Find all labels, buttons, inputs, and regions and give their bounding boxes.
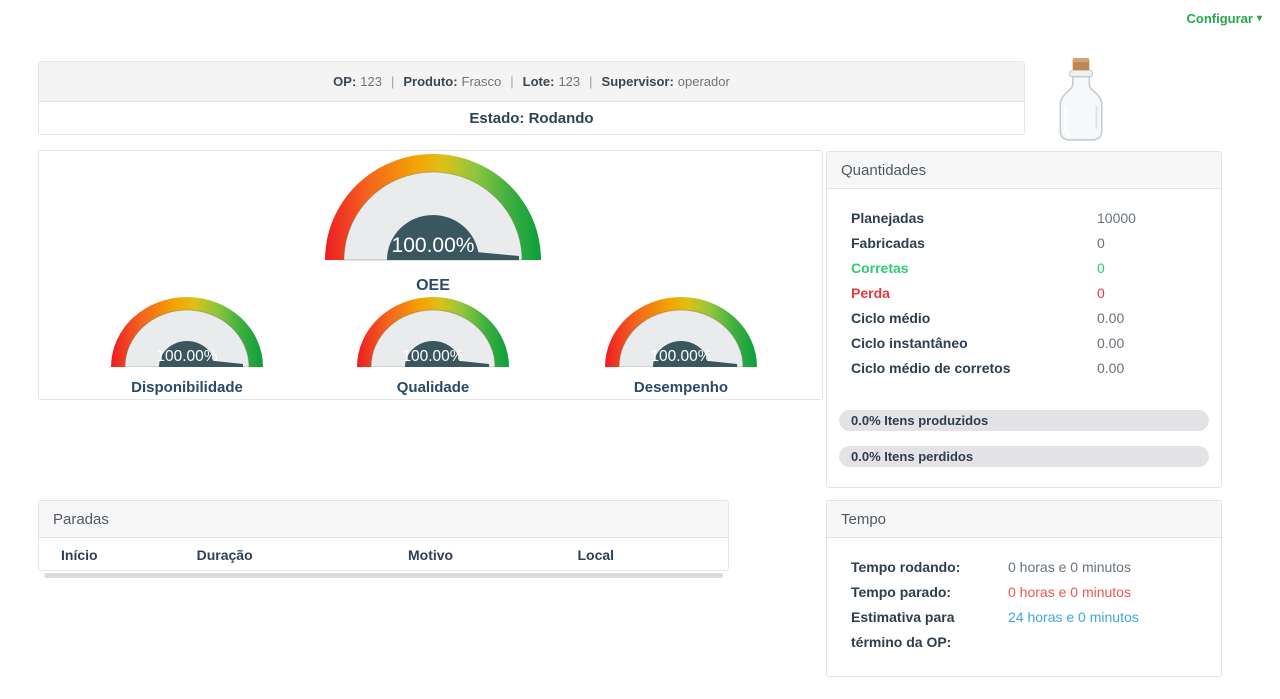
- disponibilidade-gauge: 100.00% Disponibilidade: [109, 295, 265, 396]
- column-header-motivo: Motivo: [407, 546, 454, 563]
- row-label: Ciclo médio: [851, 309, 931, 326]
- op-field: OP: 123: [333, 74, 382, 89]
- row-label: Tempo parado:: [851, 584, 952, 600]
- desempenho-gauge-value: 100.00%: [650, 348, 711, 365]
- op-label: OP:: [333, 74, 357, 89]
- paradas-table-header: Início Duração Motivo Local: [39, 538, 728, 571]
- qualidade-gauge-value: 100.00%: [402, 348, 463, 365]
- column-header-duracao: Duração: [196, 546, 253, 563]
- row-label: Tempo rodando:: [851, 559, 961, 575]
- produto-field: Produto: Frasco: [403, 74, 501, 89]
- paradas-title: Paradas: [53, 510, 109, 528]
- quantidades-row-ciclo-medio-corretos: Ciclo médio de corretos 0.00: [851, 355, 1221, 380]
- row-value: 0.00: [1097, 309, 1125, 326]
- produto-value: Frasco: [461, 74, 502, 89]
- row-value: 0: [1097, 259, 1105, 276]
- quantidades-panel-header: Quantidades: [827, 152, 1221, 189]
- tempo-row-rodando: Tempo rodando: 0 horas e 0 minutos: [851, 555, 1221, 580]
- quantidades-panel: Quantidades Planejadas 10000 Fabricadas …: [826, 151, 1222, 488]
- configurar-menu[interactable]: Configurar ▾: [1187, 11, 1262, 26]
- disponibilidade-gauge-label: Disponibilidade: [131, 379, 243, 396]
- row-label: Corretas: [851, 259, 909, 276]
- separator: |: [510, 74, 514, 89]
- qualidade-gauge: 100.00% Qualidade: [355, 295, 511, 396]
- itens-produzidos-progressbar: 0.0% Itens produzidos: [839, 410, 1209, 431]
- column-header-inicio: Início: [61, 546, 98, 563]
- op-value: 123: [360, 74, 382, 89]
- desempenho-gauge-chart: 100.00%: [605, 297, 757, 368]
- gauges-panel: 100.00% OEE 100.00% Disponibilidade 100.…: [38, 150, 823, 400]
- desempenho-gauge: 100.00% Desempenho: [603, 295, 759, 396]
- op-info-card: OP: 123 | Produto: Frasco | Lote: 123 | Sup…: [38, 61, 1025, 135]
- quantidades-row-corretas: Corretas 0: [851, 255, 1221, 280]
- progress-label: 0.0% Itens produzidos: [851, 413, 989, 428]
- row-label: Ciclo médio de corretos: [851, 359, 1011, 376]
- supervisor-value: operador: [677, 74, 730, 89]
- row-value: 10000: [1097, 209, 1136, 226]
- row-label: Estimativa para término da OP:: [851, 609, 955, 650]
- produto-label: Produto:: [403, 74, 458, 89]
- tempo-panel-header: Tempo: [827, 501, 1221, 538]
- row-value: 0.00: [1097, 334, 1125, 351]
- row-value: 0.00: [1097, 359, 1125, 376]
- tempo-title: Tempo: [841, 510, 887, 528]
- row-label: Ciclo instantâneo: [851, 334, 968, 351]
- quantidades-row-ciclo-instantaneo: Ciclo instantâneo 0.00: [851, 330, 1221, 355]
- itens-perdidos-progressbar: 0.0% Itens perdidos: [839, 446, 1209, 467]
- tempo-rows: Tempo rodando: 0 horas e 0 minutos Tempo…: [827, 538, 1221, 655]
- paradas-horizontal-scrollbar[interactable]: [44, 573, 723, 578]
- row-value: 24 horas e 0 minutos: [1008, 609, 1139, 625]
- supervisor-label: Supervisor:: [601, 74, 674, 89]
- estado-text: Estado: Rodando: [469, 109, 594, 127]
- tempo-panel: Tempo Tempo rodando: 0 horas e 0 minutos…: [826, 500, 1222, 677]
- row-label: Perda: [851, 284, 890, 301]
- qualidade-gauge-label: Qualidade: [396, 379, 470, 396]
- op-info-row: OP: 123 | Produto: Frasco | Lote: 123 | Sup…: [39, 62, 1024, 102]
- oee-gauge-label: OEE: [416, 277, 450, 294]
- lote-value: 123: [558, 74, 581, 89]
- lote-label: Lote:: [522, 74, 555, 89]
- quantidades-row-ciclo-medio: Ciclo médio 0.00: [851, 305, 1221, 330]
- row-value: 0: [1097, 234, 1105, 251]
- paradas-panel-header: Paradas: [39, 501, 728, 538]
- quantidades-row-fabricadas: Fabricadas 0: [851, 230, 1221, 255]
- separator: |: [390, 74, 395, 89]
- disponibilidade-gauge-chart: 100.00%: [111, 297, 263, 368]
- oee-gauge-chart: 100.00%: [325, 154, 541, 261]
- row-label: Planejadas: [851, 209, 925, 226]
- separator: |: [589, 74, 593, 89]
- quantidades-title: Quantidades: [841, 161, 927, 179]
- column-header-local: Local: [577, 546, 615, 563]
- oee-gauge: 100.00% OEE: [325, 152, 541, 295]
- configurar-label: Configurar: [1186, 11, 1253, 26]
- oee-gauge-value: 100.00%: [392, 234, 475, 257]
- disponibilidade-gauge-value: 100.00%: [156, 348, 217, 365]
- quantidades-row-planejadas: Planejadas 10000: [851, 205, 1221, 230]
- row-value: 0 horas e 0 minutos: [1008, 584, 1131, 600]
- bottle-icon: [1059, 58, 1103, 141]
- row-value: 0: [1097, 284, 1105, 301]
- product-bottle-image: [1048, 57, 1114, 142]
- row-label: Fabricadas: [851, 234, 925, 251]
- lote-field: Lote: 123: [523, 74, 580, 89]
- supervisor-field: Supervisor: operador: [602, 74, 730, 89]
- tempo-row-parado: Tempo parado: 0 horas e 0 minutos: [851, 580, 1221, 605]
- desempenho-gauge-label: Desempenho: [633, 379, 729, 396]
- progress-label: 0.0% Itens perdidos: [851, 449, 974, 464]
- estado-row: Estado: Rodando: [39, 102, 1024, 134]
- row-value: 0 horas e 0 minutos: [1008, 559, 1131, 575]
- quantidades-row-perda: Perda 0: [851, 280, 1221, 305]
- paradas-panel: Paradas Início Duração Motivo Local: [38, 500, 729, 571]
- quantidades-rows: Planejadas 10000 Fabricadas 0 Corretas 0…: [827, 189, 1221, 380]
- tempo-row-estimativa: Estimativa para término da OP: 24 horas …: [851, 605, 1221, 655]
- qualidade-gauge-chart: 100.00%: [357, 297, 509, 368]
- caret-down-icon: ▾: [1256, 13, 1262, 24]
